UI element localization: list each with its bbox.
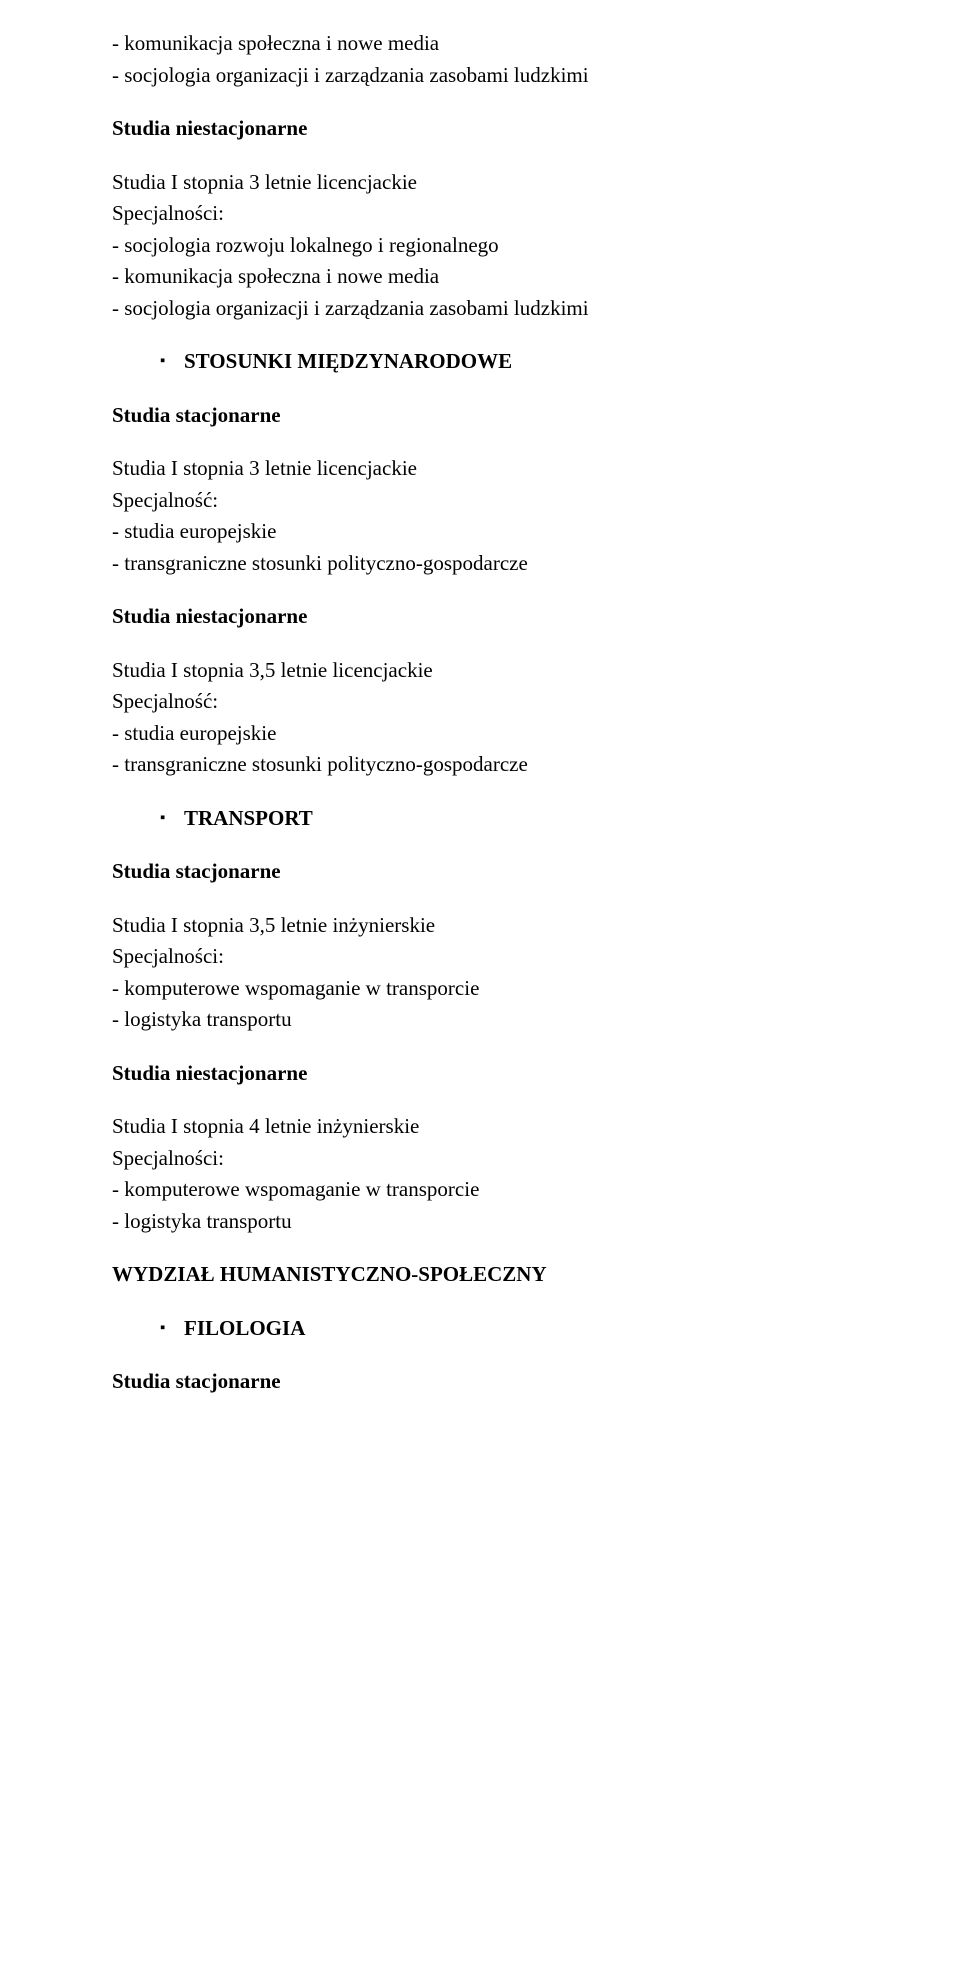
text-line: - studia europejskie (112, 516, 870, 548)
text-line: - komputerowe wspomaganie w transporcie (112, 1174, 870, 1206)
heading-stacjonarne: Studia stacjonarne (112, 400, 870, 432)
text-line: - komputerowe wspomaganie w transporcie (112, 973, 870, 1005)
paragraph-block: Studia I stopnia 3 letnie licencjackie S… (112, 453, 870, 579)
section-heading-row: ▪ STOSUNKI MIĘDZYNARODOWE (112, 346, 870, 378)
text-line: - logistyka transportu (112, 1206, 870, 1238)
text-line: - logistyka transportu (112, 1004, 870, 1036)
paragraph-block: Studia I stopnia 3,5 letnie licencjackie… (112, 655, 870, 781)
text-line: Studia I stopnia 3 letnie licencjackie (112, 453, 870, 485)
square-bullet-icon: ▪ (160, 803, 184, 834)
text-line: - transgraniczne stosunki polityczno-gos… (112, 749, 870, 781)
section-heading-label: TRANSPORT (184, 803, 313, 835)
text-line: Specjalność: (112, 686, 870, 718)
text-line: Specjalność: (112, 485, 870, 517)
heading-wydzial: WYDZIAŁ HUMANISTYCZNO-SPOŁECZNY (112, 1259, 870, 1291)
section-heading-row: ▪ FILOLOGIA (112, 1313, 870, 1345)
section-heading-label: STOSUNKI MIĘDZYNARODOWE (184, 346, 512, 378)
text-line: Specjalności: (112, 1143, 870, 1175)
square-bullet-icon: ▪ (160, 1313, 184, 1344)
paragraph-block: Studia I stopnia 3,5 letnie inżynierskie… (112, 910, 870, 1036)
text-line: Specjalności: (112, 198, 870, 230)
text-line: Studia I stopnia 3 letnie licencjackie (112, 167, 870, 199)
text-line: Specjalności: (112, 941, 870, 973)
text-line: Studia I stopnia 3,5 letnie inżynierskie (112, 910, 870, 942)
paragraph-block: Studia I stopnia 3 letnie licencjackie S… (112, 167, 870, 325)
text-line: Studia I stopnia 3,5 letnie licencjackie (112, 655, 870, 687)
text-line: Studia I stopnia 4 letnie inżynierskie (112, 1111, 870, 1143)
text-line: - studia europejskie (112, 718, 870, 750)
square-bullet-icon: ▪ (160, 346, 184, 377)
paragraph-block: - komunikacja społeczna i nowe media - s… (112, 28, 870, 91)
heading-stacjonarne: Studia stacjonarne (112, 1366, 870, 1398)
heading-niestacjonarne: Studia niestacjonarne (112, 601, 870, 633)
text-line: - socjologia organizacji i zarządzania z… (112, 293, 870, 325)
text-line: - transgraniczne stosunki polityczno-gos… (112, 548, 870, 580)
heading-stacjonarne: Studia stacjonarne (112, 856, 870, 888)
paragraph-block: Studia I stopnia 4 letnie inżynierskie S… (112, 1111, 870, 1237)
text-line: - komunikacja społeczna i nowe media (112, 261, 870, 293)
section-heading-label: FILOLOGIA (184, 1313, 305, 1345)
heading-niestacjonarne: Studia niestacjonarne (112, 1058, 870, 1090)
text-line: - socjologia organizacji i zarządzania z… (112, 60, 870, 92)
text-line: - komunikacja społeczna i nowe media (112, 28, 870, 60)
section-heading-row: ▪ TRANSPORT (112, 803, 870, 835)
text-line: - socjologia rozwoju lokalnego i regiona… (112, 230, 870, 262)
heading-niestacjonarne: Studia niestacjonarne (112, 113, 870, 145)
